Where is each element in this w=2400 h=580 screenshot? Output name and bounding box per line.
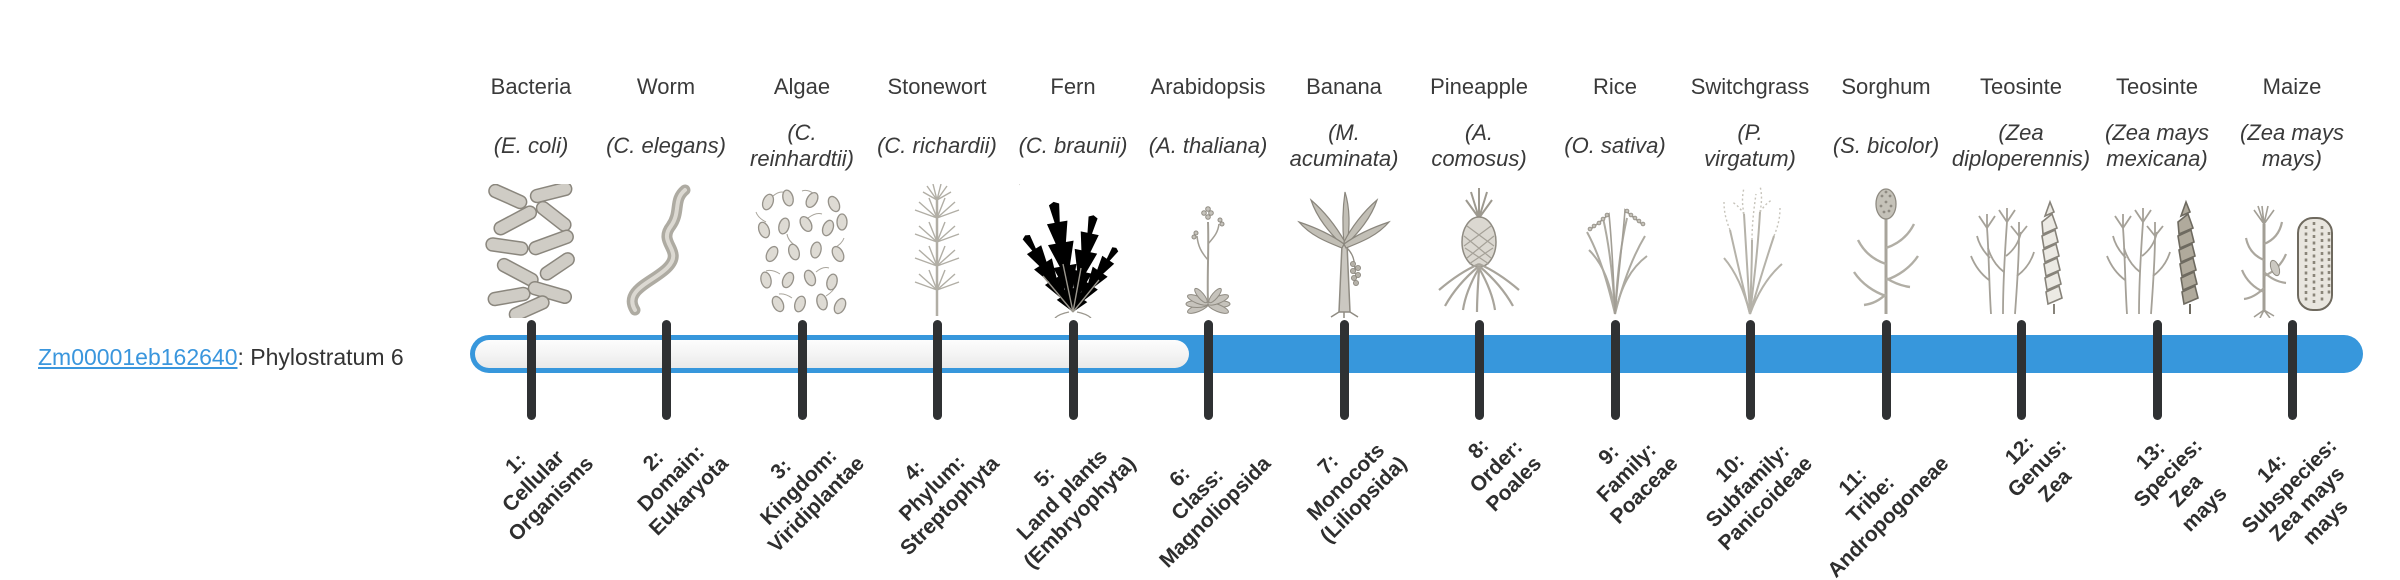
stage-label: 8: Order: Poales xyxy=(1464,434,1547,517)
organism-illustration xyxy=(1269,182,1419,318)
organism-sci-name: (M. acuminata) xyxy=(1289,120,1399,171)
phylostratum-text: : Phylostratum 6 xyxy=(237,344,404,370)
gene-id-link[interactable]: Zm00001eb162640 xyxy=(38,344,238,370)
organism-name: Bacteria xyxy=(490,74,572,99)
stonewort-icon xyxy=(914,184,960,316)
stratum-tick xyxy=(932,320,942,420)
organism-name: Sorghum xyxy=(1841,74,1931,99)
stratum-tick xyxy=(1881,320,1891,420)
organism-illustration xyxy=(1811,182,1961,318)
teosinte-mexicana-icon xyxy=(2106,199,2199,315)
bacteria-icon xyxy=(485,184,575,318)
organism-illustration xyxy=(456,182,606,318)
worm-icon xyxy=(626,184,691,316)
organism-sci-name: (O. sativa) xyxy=(1564,133,1666,159)
organism-illustration xyxy=(2082,182,2232,318)
switchgrass-icon xyxy=(1723,185,1783,315)
organism-illustration xyxy=(998,182,1148,318)
organism-illustration xyxy=(1540,182,1690,318)
stratum-tick xyxy=(1203,320,1213,420)
stratum-tick xyxy=(797,320,807,420)
organism-sci-name: (C. braunii) xyxy=(1018,133,1128,159)
sorghum-icon xyxy=(1853,188,1919,314)
stage-label: 13: Species: Zea mays xyxy=(2129,434,2231,536)
maize-icon xyxy=(2240,205,2333,318)
stage-label: 4: Phylum: Streptophyta xyxy=(895,451,1005,561)
fern-icon xyxy=(1019,184,1125,318)
stratum-tick xyxy=(2016,320,2026,420)
organism-name: Teosinte xyxy=(2116,74,2198,99)
rice-icon xyxy=(1586,208,1648,315)
phylostratum-bar-empty-segment xyxy=(475,340,1189,368)
stratum-tick xyxy=(1474,320,1484,420)
organism-illustration xyxy=(1133,182,1283,318)
organism-sci-name: (Zea mays mays) xyxy=(2240,120,2344,171)
algae-icon xyxy=(755,189,848,315)
organism-illustration xyxy=(727,182,877,318)
stratum-tick xyxy=(1339,320,1349,420)
stratum-tick xyxy=(2287,320,2297,420)
organism-name: Teosinte xyxy=(1980,74,2062,99)
organism-name: Stonewort xyxy=(887,74,987,99)
organism-name: Worm xyxy=(636,74,696,99)
organism-name: Rice xyxy=(1592,74,1637,99)
organism-name: Fern xyxy=(1050,74,1096,99)
stage-label: 11: Tribe: Andropogoneae xyxy=(1823,452,1954,580)
organism-illustration xyxy=(1946,182,2096,318)
organism-sci-name: (C. reinhardtii) xyxy=(750,120,854,171)
organism-name: Arabidopsis xyxy=(1150,74,1266,99)
organism-sci-name: (Zea diploperennis) xyxy=(1951,120,2091,171)
organism-sci-name: (A. thaliana) xyxy=(1148,133,1268,159)
organism-illustration xyxy=(591,182,741,318)
stratum-tick xyxy=(2152,320,2162,420)
stage-label: 1: Cellular Organisms xyxy=(498,446,599,547)
stratum-tick xyxy=(1068,320,1078,420)
stage-label: 3: Kingdom: Viridiplantae xyxy=(756,444,870,558)
organism-name: Algae xyxy=(773,74,831,99)
organism-sci-name: (S. bicolor) xyxy=(1832,133,1940,159)
stage-label: 7: Monocots (Liliopsida) xyxy=(1302,439,1412,548)
organism-illustration xyxy=(2217,182,2367,318)
organism-sci-name: (P. virgatum) xyxy=(1704,120,1796,171)
stage-label: 12: Genus: Zea xyxy=(2000,431,2076,507)
organism-sci-name: (A. comosus) xyxy=(1431,120,1527,171)
stratum-tick xyxy=(661,320,671,420)
gene-label: Zm00001eb162640: Phylostratum 6 xyxy=(38,344,404,371)
stratum-tick xyxy=(1610,320,1620,420)
teosinte-diploperennis-icon xyxy=(1970,199,2063,315)
organism-sci-name: (E. coli) xyxy=(493,133,569,159)
stage-label: 14: Subspecies: Zea mays mays xyxy=(2238,434,2353,550)
stage-label: 5: Land plants (Embryophyta) xyxy=(1012,445,1141,574)
organism-sci-name: (Zea mays mexicana) xyxy=(2105,120,2209,171)
organism-name: Maize xyxy=(2262,74,2322,99)
organism-name: Pineapple xyxy=(1430,74,1528,99)
organism-name: Switchgrass xyxy=(1690,74,1810,99)
stage-label: 9: Family: Poaceae xyxy=(1592,438,1683,529)
organism-sci-name: (C. richardii) xyxy=(877,133,997,159)
arabidopsis-icon xyxy=(1185,206,1231,314)
banana-icon xyxy=(1297,191,1391,318)
organism-name: Banana xyxy=(1306,74,1382,99)
stage-label: 2: Domain: Eukaryota xyxy=(633,440,734,541)
stratum-tick xyxy=(526,320,536,420)
stage-label: 6: Class: Magnoliopsida xyxy=(1155,452,1276,573)
pineapple-icon xyxy=(1438,188,1520,313)
organism-sci-name: (C. elegans) xyxy=(606,133,726,159)
organism-illustration xyxy=(1675,182,1825,318)
stratum-tick xyxy=(1745,320,1755,420)
organism-illustration xyxy=(862,182,1012,318)
organism-illustration xyxy=(1404,182,1554,318)
